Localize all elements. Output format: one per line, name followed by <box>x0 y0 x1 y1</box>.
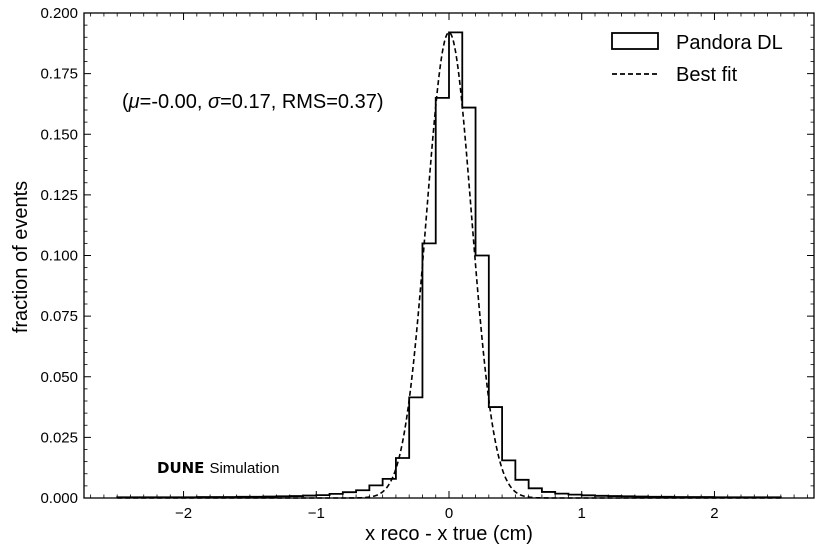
legend-hist-label: Pandora DL <box>676 32 783 54</box>
y-tick-label: 0.025 <box>40 429 78 446</box>
y-tick-label: 0.150 <box>40 126 78 143</box>
y-tick-label: 0.200 <box>40 5 78 22</box>
y-axis-ticks: 0.000 0.025 0.050 0.075 0.100 0.125 0.150 0.175… <box>40 5 814 507</box>
y-axis-label: fraction of events <box>10 181 32 333</box>
simulation-label: Simulation <box>209 460 279 477</box>
annot-sigma-symbol: σ <box>208 91 221 113</box>
x-tick-label: 2 <box>710 505 718 522</box>
fit-parameters-annotation: (μ=-0.00, σ=0.17, RMS=0.37) <box>122 91 384 113</box>
x-tick-label: 1 <box>578 505 586 522</box>
x-tick-label: 0 <box>445 505 453 522</box>
y-tick-label: 0.125 <box>40 187 78 204</box>
x-tick-label: −2 <box>175 505 192 522</box>
legend-fit-label: Best fit <box>676 64 738 86</box>
annot-mu-symbol: μ <box>128 91 140 113</box>
dune-simulation-watermark: DUNE Simulation <box>157 459 279 477</box>
y-tick-label: 0.100 <box>40 248 78 265</box>
legend: Pandora DL Best fit <box>611 32 783 86</box>
x-tick-label: −1 <box>308 505 325 522</box>
x-axis-label: x reco - x true (cm) <box>365 523 533 545</box>
annot-sigma-value: =0.17, RMS=0.37) <box>220 91 383 113</box>
y-tick-label: 0.050 <box>40 369 78 386</box>
dune-logo-text: DUNE <box>157 459 204 477</box>
annot-open: ( <box>122 91 129 113</box>
legend-hist-swatch <box>611 32 659 50</box>
y-tick-label: 0.000 <box>40 490 78 507</box>
y-tick-label: 0.075 <box>40 308 78 325</box>
y-tick-label: 0.175 <box>40 66 78 83</box>
x-axis-ticks: −2 −1 0 1 2 <box>90 13 808 522</box>
annot-mu-value: =-0.00, <box>140 91 208 113</box>
